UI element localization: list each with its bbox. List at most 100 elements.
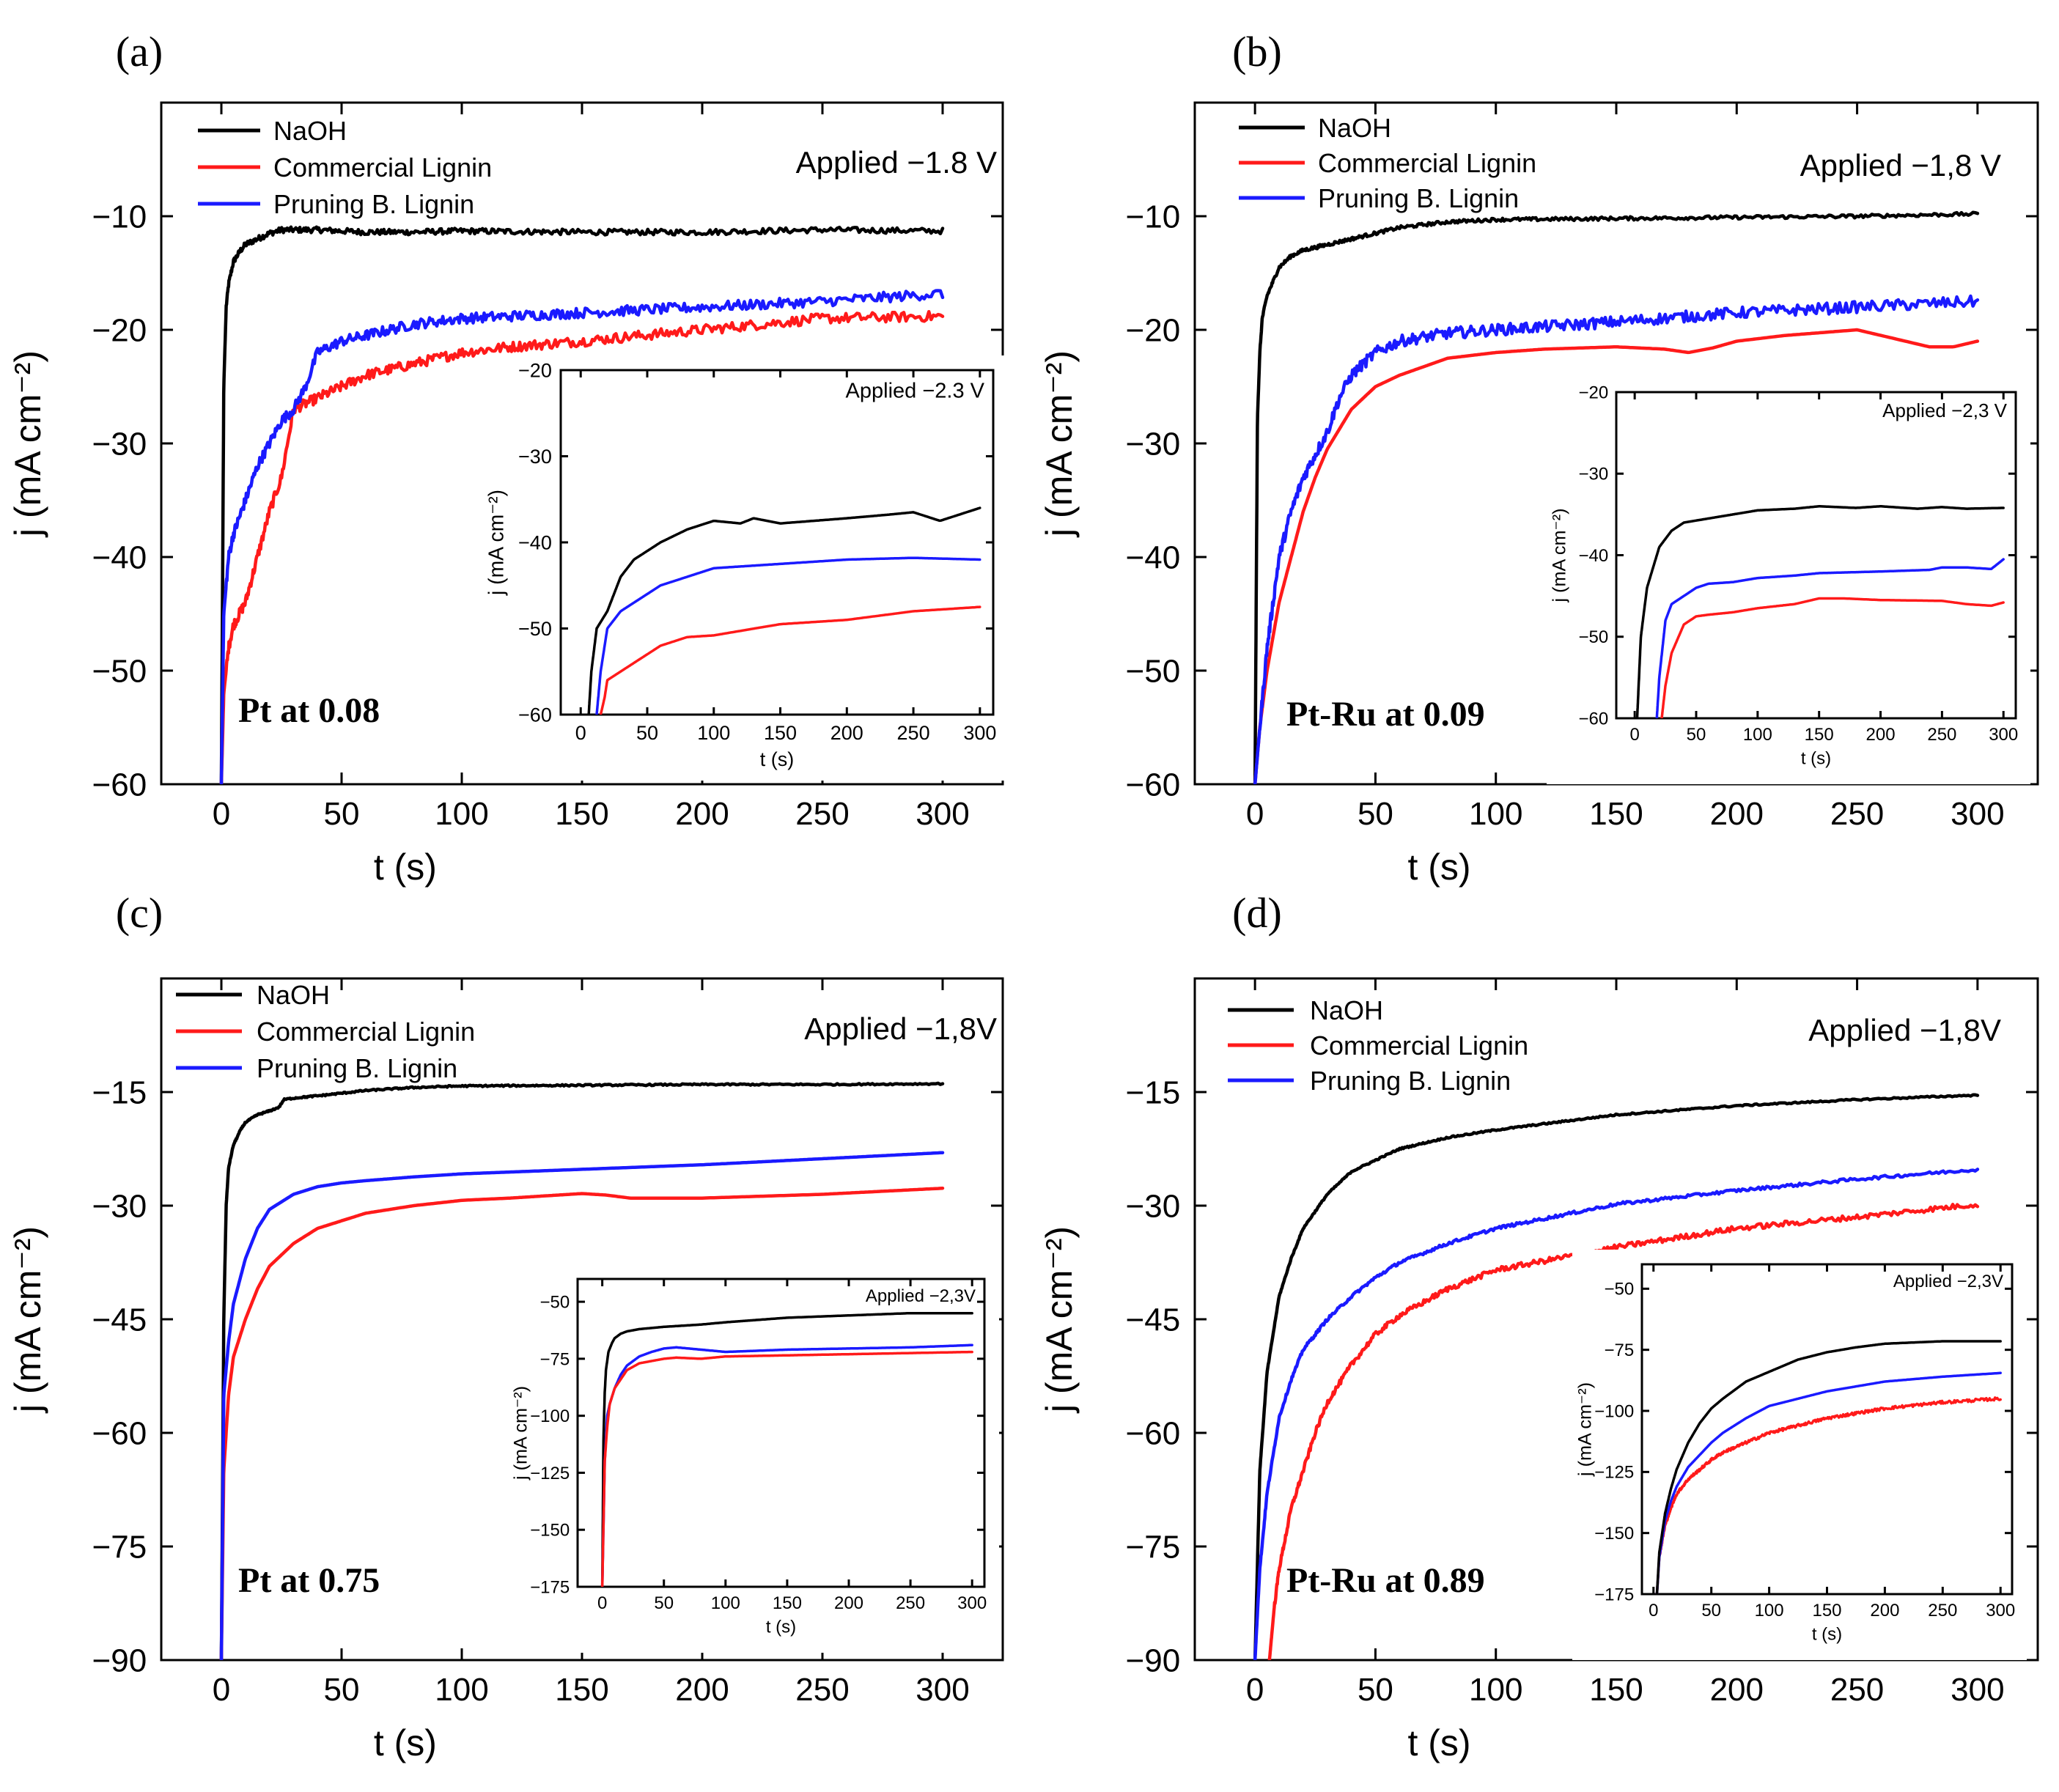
panel-d-legend: NaOH Commercial Lignin Pruning B. Lignin (1228, 995, 1528, 1096)
panel-d-inset-background (1572, 1250, 2027, 1660)
panel-c-catalyst-label: Pt at 0.75 (238, 1561, 380, 1600)
panel-c-inset-x-tick-label: 200 (834, 1593, 863, 1613)
panel-d-inset-x-tick-label: 150 (1812, 1601, 1841, 1620)
panel-a-legend-label: Pruning B. Lignin (273, 189, 474, 219)
panel-a-inset-series-naoh (587, 506, 981, 715)
panel-c-series-pruning-b-lignin (219, 1151, 945, 1660)
panel-a-series-pruning-b-lignin (219, 289, 945, 784)
panel-a-y-tick-label: −10 (92, 199, 147, 235)
panel-a-inset-x-tick-label: 200 (830, 722, 863, 744)
panel-a-inset-x-tick-label: 50 (636, 722, 658, 744)
panel-d-inset-series-naoh (1655, 1340, 2002, 1594)
panel-c-inset-y-tick-label: −100 (530, 1406, 570, 1426)
panel-b-x-axis-label: t (s) (1407, 847, 1470, 888)
panel-b-inset-series-naoh (1635, 505, 2005, 718)
panel-b-inset-annotation: Applied −2,3 V (1882, 399, 2008, 421)
panel-a-legend-label: NaOH (273, 116, 347, 146)
panel-d-annotation: Applied −1,8V (1808, 1013, 2001, 1047)
panel-a-y-tick-label: −40 (92, 539, 147, 575)
panel-a-y-tick-label: −20 (92, 312, 147, 348)
panel-b-x-tick-label: 300 (1951, 796, 2004, 832)
panel-b-inset-x-axis-label: t (s) (1801, 748, 1831, 768)
panel-d-series-commercial-lignin (1267, 1203, 1980, 1660)
panel-d-x-tick-label: 200 (1710, 1672, 1764, 1708)
panel-b-inset-x-tick-label: 50 (1687, 725, 1706, 745)
panel-a-axes: 0 50 100 150 200 250 300 −60 −50 −40 −30 −20 −10 (92, 101, 1004, 832)
panel-d-legend-label: Pruning B. Lignin (1310, 1066, 1511, 1096)
panel-d-x-tick-label: 250 (1830, 1672, 1884, 1708)
panel-b-inset-x-tick-label: 0 (1629, 725, 1639, 745)
panel-b-x-tick-label: 200 (1710, 796, 1764, 832)
panel-a-inset-x-tick-label: 150 (764, 722, 797, 744)
panel-d-inset-x-tick-label: 250 (1928, 1601, 1957, 1620)
panel-c-legend-label: NaOH (257, 980, 330, 1010)
panel-c-x-tick-label: 100 (435, 1672, 488, 1708)
panel-c-y-tick-label: −45 (92, 1302, 147, 1338)
panel-c-series-commercial-lignin (219, 1186, 945, 1660)
panel-d-legend-label: NaOH (1310, 995, 1383, 1025)
panel-b-inset-y-tick-label: −30 (1578, 465, 1608, 484)
panel-c-inset-x-tick-label: 250 (896, 1593, 925, 1613)
panel-a-catalyst-label: Pt at 0.08 (238, 691, 380, 730)
panel-b-inset-x-tick-label: 250 (1927, 725, 1956, 745)
panel-c-inset-y-axis-label: j (mA cm⁻²) (510, 1386, 531, 1481)
panel-b-inset-y-tick-label: −60 (1578, 709, 1608, 729)
panel-a-inset-x-tick-label: 250 (897, 722, 930, 744)
panel-a-y-tick-label: −60 (92, 767, 147, 803)
panel-b-catalyst-label: Pt-Ru at 0.09 (1286, 695, 1485, 734)
panel-d-y-axis-label: j (mA cm⁻²) (1039, 1226, 1080, 1414)
panel-a-x-tick-label: 100 (435, 796, 488, 832)
panel-c-y-tick-label: −30 (92, 1188, 147, 1224)
panel-b-inset-x-tick-label: 200 (1866, 725, 1896, 745)
panel-c-inset-x-tick-label: 0 (597, 1593, 607, 1613)
panel-b-legend: NaOH Commercial Lignin Pruning B. Lignin (1239, 113, 1536, 213)
panel-a-inset-background (491, 355, 1008, 781)
panel-c-series-group (219, 1081, 945, 1660)
panel-a-y-tick-label: −50 (92, 653, 147, 689)
panel-c-x-tick-label: 200 (675, 1672, 729, 1708)
panel-a-inset-y-tick-label: −30 (518, 446, 552, 468)
panel-c-y-tick-label: −15 (92, 1074, 147, 1110)
panel-b-series-pruning-b-lignin (1253, 294, 1980, 784)
panel-d-x-tick-label: 0 (1246, 1672, 1264, 1708)
panel-a-series-naoh (219, 225, 945, 784)
panel-b-inset-background (1547, 377, 2030, 784)
panel-d-inset-x-axis-label: t (s) (1812, 1624, 1842, 1644)
panel-a-legend: NaOH Commercial Lignin Pruning B. Lignin (198, 116, 492, 219)
panel-a-inset-y-tick-label: −60 (518, 704, 552, 726)
panel-d-inset-y-tick-label: −150 (1594, 1524, 1634, 1544)
panel-b-legend-label: Pruning B. Lignin (1318, 183, 1519, 213)
panel-d-legend-label: Commercial Lignin (1310, 1030, 1528, 1061)
panel-c-inset-y-tick-label: −50 (539, 1293, 570, 1313)
panel-c-inset-annotation: Applied −2,3V (866, 1286, 976, 1306)
panel-a-inset-x-tick-label: 0 (575, 722, 586, 744)
panel-c-inset-axes: 0 50 100 150 200 250 300 −175 −150 −125 −100 −75 −50 (530, 1277, 987, 1613)
panel-a-inset-series-commercial-lignin (599, 605, 981, 715)
panel-a-x-tick-label: 250 (795, 796, 849, 832)
panel-d-y-tick-label: −15 (1126, 1074, 1181, 1110)
panel-c-axes: 0 50 100 150 200 250 300 −90 −75 −60 −45 −30 −15 (92, 977, 1004, 1708)
panel-b-annotation: Applied −1,8 V (1800, 148, 2001, 182)
panel-d-x-tick-label: 300 (1951, 1672, 2004, 1708)
panel-c-x-tick-label: 150 (555, 1672, 608, 1708)
panel-c-inset-background (508, 1264, 999, 1653)
panel-d-y-tick-label: −90 (1126, 1642, 1181, 1678)
panel-b-axes: 0 50 100 150 200 250 300 −60 −50 −40 −30 −20 −10 (1126, 101, 2039, 832)
panel-d-x-tick-label: 100 (1469, 1672, 1522, 1708)
panel-b-inset-series-commercial-lignin (1660, 597, 2005, 718)
panel-b-inset-y-tick-label: −50 (1578, 627, 1608, 647)
panel-c-inset-x-tick-label: 300 (957, 1593, 987, 1613)
panel-d-inset-series-pruning-b-lignin (1655, 1371, 2002, 1594)
panel-c-inset-y-tick-label: −75 (539, 1349, 570, 1369)
panel-a-inset-x-tick-label: 300 (963, 722, 996, 744)
panel-c-x-tick-label: 50 (324, 1672, 360, 1708)
panel-c-y-tick-label: −90 (92, 1642, 147, 1678)
panel-a-series-commercial-lignin (219, 309, 945, 784)
panel-a-y-axis-label: j (mA cm⁻²) (7, 350, 48, 538)
panel-c-inset-x-tick-label: 50 (654, 1593, 674, 1613)
panel-c-legend-label: Pruning B. Lignin (257, 1053, 457, 1083)
panel-a-annotation: Applied −1.8 V (796, 145, 997, 180)
panel-d-y-tick-label: −75 (1126, 1529, 1181, 1565)
panel-a-x-axis-label: t (s) (374, 847, 437, 888)
panel-d-inset-axes: 0 50 100 150 200 250 300 −175 −150 −125 −100 −75 −50 (1594, 1263, 2015, 1620)
